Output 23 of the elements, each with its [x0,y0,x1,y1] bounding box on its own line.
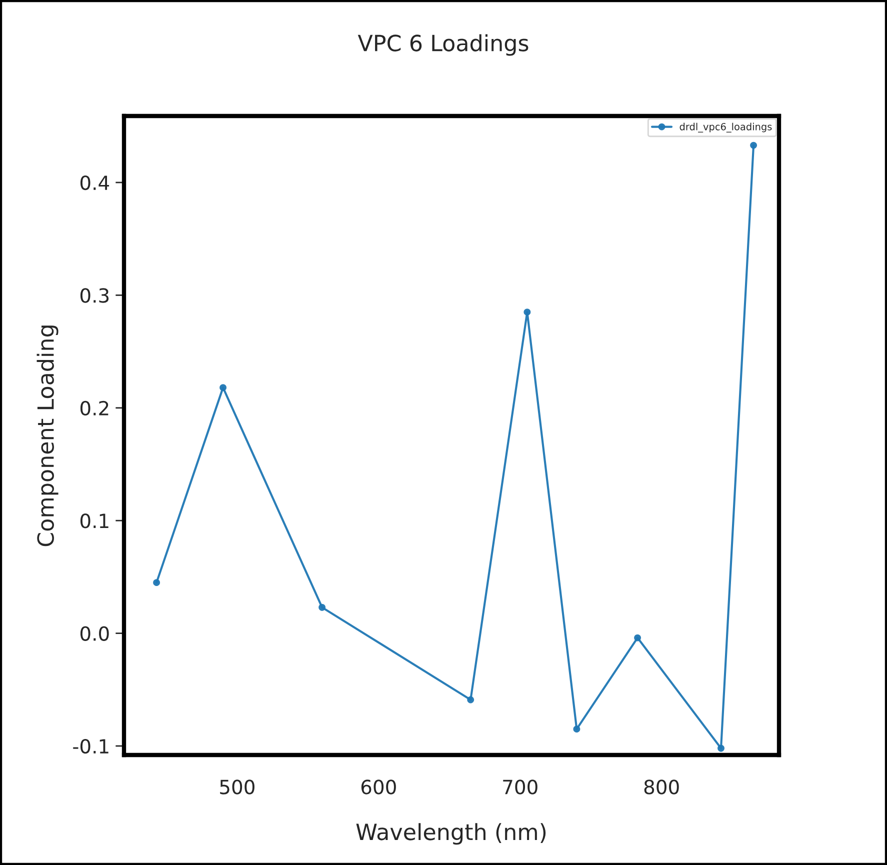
x-tick-label: 500 [220,780,254,794]
chart-title: VPC 6 Loadings [358,34,528,56]
point [524,308,531,316]
point [573,726,580,733]
point [318,604,326,611]
x-tick-label: 700 [503,780,538,794]
y-tick-label: 0.3 [80,288,109,303]
legend-label: drdl_vpc6_loadings [680,122,772,132]
y-tick-label: 0.0 [80,626,109,641]
x-axis-title: Wavelength (nm) [356,823,546,845]
point [153,579,160,586]
y-tick-label: 0.4 [80,175,110,190]
point [220,384,226,392]
x-tick-label: 800 [644,780,679,794]
point [467,696,474,704]
y-tick-label: -0.1 [73,738,108,754]
x-tick-label: 600 [361,780,396,794]
point [750,142,758,149]
point [634,634,642,642]
y-axis-title: Component Loading [36,326,58,546]
y-tick-label: 0.2 [80,400,108,416]
y-tick-label: 0.1 [80,514,108,528]
point [718,744,724,752]
